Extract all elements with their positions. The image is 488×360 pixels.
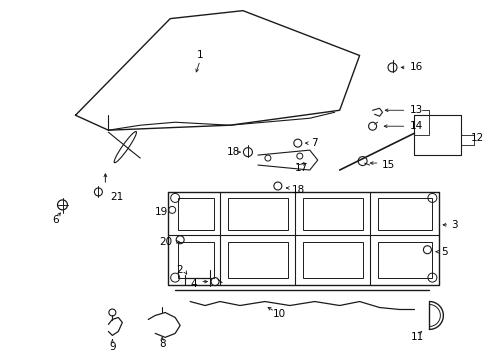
Bar [302, 198, 362, 230]
Text: 1: 1 [196, 50, 203, 60]
Bar [227, 242, 287, 278]
Text: 2: 2 [176, 265, 183, 275]
Text: 6: 6 [52, 215, 59, 225]
Bar [178, 242, 214, 278]
Bar [227, 198, 287, 230]
Text: 18: 18 [226, 147, 240, 157]
Text: 14: 14 [408, 121, 422, 131]
Text: 17: 17 [294, 163, 307, 173]
Text: 15: 15 [381, 160, 394, 170]
Text: 16: 16 [408, 62, 422, 72]
Text: 12: 12 [470, 133, 484, 143]
Text: 20: 20 [159, 237, 172, 247]
Bar [377, 242, 431, 278]
Text: 9: 9 [109, 342, 116, 352]
Text: 3: 3 [450, 220, 457, 230]
Bar [302, 242, 362, 278]
Text: 19: 19 [155, 207, 168, 217]
Bar [377, 198, 431, 230]
Text: 11: 11 [410, 332, 423, 342]
Bar [178, 198, 214, 230]
Text: 4: 4 [190, 279, 197, 289]
Text: 21: 21 [110, 192, 123, 202]
Text: 18: 18 [291, 185, 305, 195]
Text: 13: 13 [408, 105, 422, 115]
Text: 8: 8 [159, 339, 165, 349]
Text: 5: 5 [440, 247, 447, 257]
Text: 10: 10 [273, 310, 286, 319]
Text: 7: 7 [311, 138, 317, 148]
